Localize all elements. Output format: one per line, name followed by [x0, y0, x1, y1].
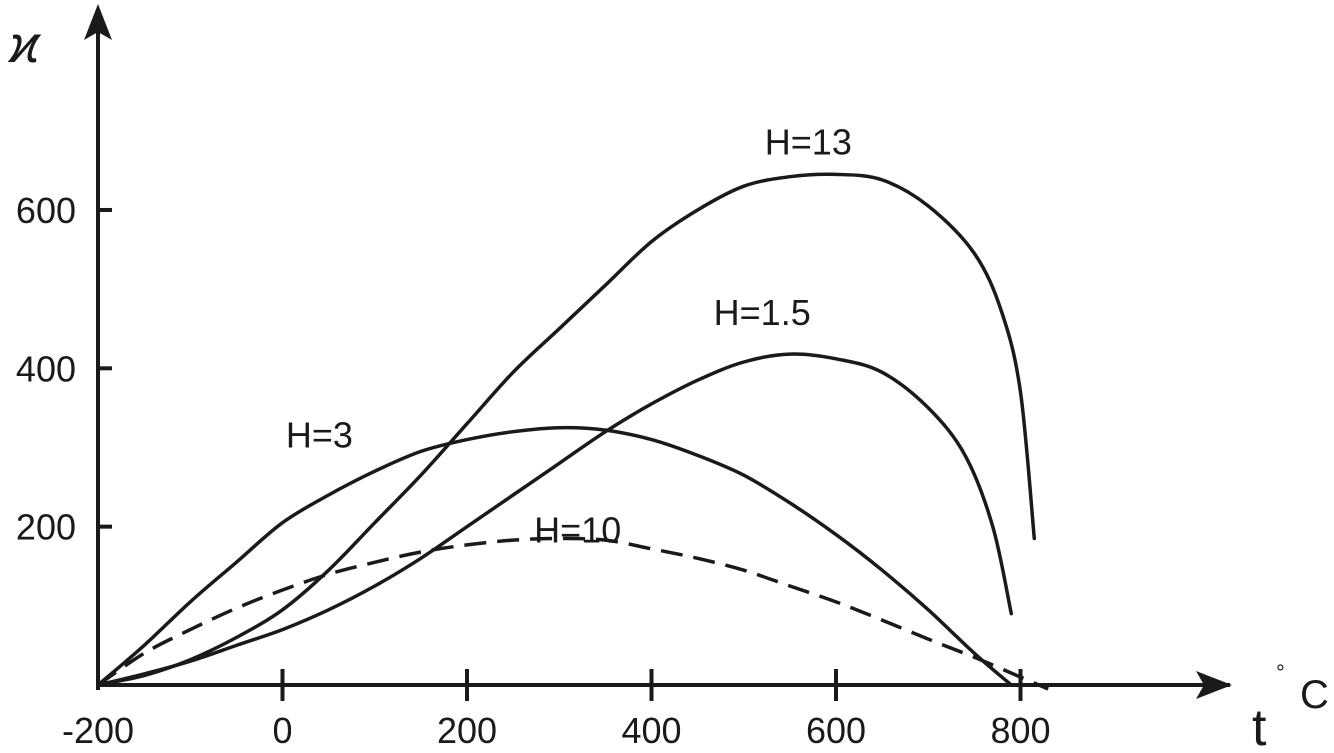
ticks-layer: -200 0 200 400 600 800 200 400 600: [16, 190, 1051, 751]
degree-mark: °: [1276, 660, 1285, 685]
x-axis-title: t: [1252, 699, 1267, 753]
x-tick-label: 0: [272, 710, 292, 751]
x-axis-unit: C: [1300, 673, 1329, 717]
series-line-h-10: [97, 536, 1049, 691]
y-axis-title: ϰ: [7, 16, 42, 74]
curves-layer: [96, 172, 1049, 691]
series-line-h-13: [96, 172, 1037, 687]
y-axis-arrow: [84, 4, 112, 40]
x-tick-label: 400: [621, 710, 681, 751]
x-axis-arrow: [1196, 671, 1232, 699]
series-label: H=1.5: [714, 292, 811, 333]
series-line-h-3: [96, 425, 1014, 687]
x-tick-label: 200: [437, 710, 497, 751]
x-tick-label: -200: [62, 710, 134, 751]
series-label: H=10: [534, 509, 621, 550]
y-tick-label: 200: [16, 507, 76, 548]
series-label: H=13: [765, 122, 852, 163]
x-tick-label: 600: [806, 710, 866, 751]
series-label: H=3: [286, 414, 353, 455]
labels-layer: H=13 H=1.5 H=3 H=10: [286, 122, 852, 551]
x-tick-label: 800: [990, 710, 1050, 751]
y-tick-label: 600: [16, 190, 76, 231]
series-line-h-1-5: [96, 352, 1014, 687]
y-tick-label: 400: [16, 348, 76, 389]
